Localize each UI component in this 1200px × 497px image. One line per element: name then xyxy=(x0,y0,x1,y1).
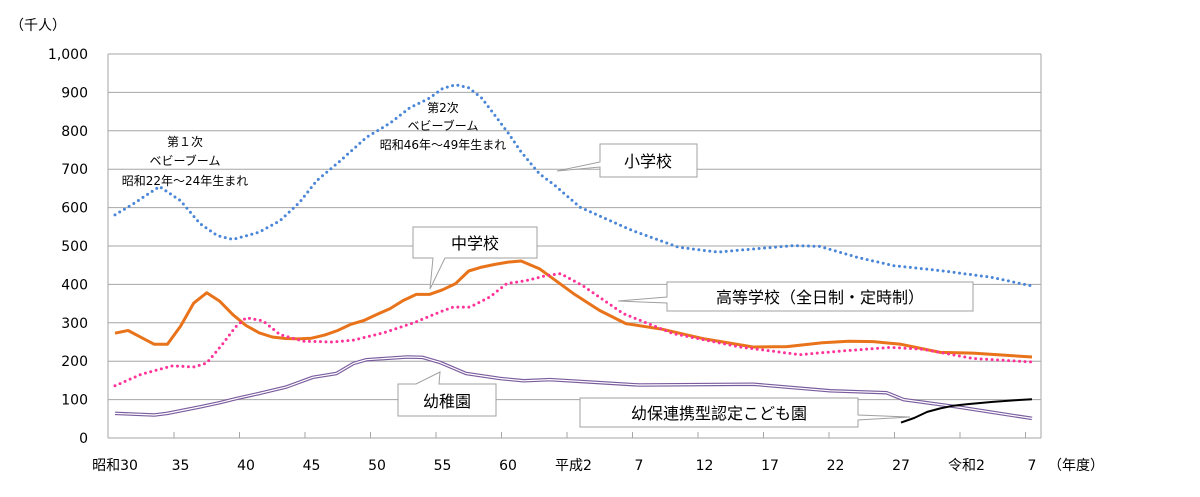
annotation-second-baby-boom: 第2次 ベビーブーム 昭和46年～49年生まれ xyxy=(380,101,507,152)
x-tick-label: 35 xyxy=(172,458,190,474)
series-幼保連携型認定こども園 xyxy=(900,398,1033,424)
x-tick-label: 7 xyxy=(1028,458,1037,474)
y-tick-label: 900 xyxy=(61,85,88,101)
svg-text:ベビーブーム: ベビーブーム xyxy=(150,153,221,168)
svg-text:幼保連携型認定こども園: 幼保連携型認定こども園 xyxy=(631,404,807,423)
callout-high-school: 高等学校（全日制・定時制） xyxy=(617,281,974,312)
y-tick-label: 1,000 xyxy=(48,47,88,63)
x-tick-label: 50 xyxy=(368,458,386,474)
callout-kindergarten: 幼稚園 xyxy=(397,371,497,417)
x-tick-labels: 昭和30 35 40 45 50 55 60 平成2 7 12 17 22 27 令和2 7 xyxy=(92,458,1036,474)
svg-text:ベビーブーム: ベビーブーム xyxy=(408,118,479,133)
svg-text:高等学校（全日制・定時制）: 高等学校（全日制・定時制） xyxy=(716,288,924,307)
y-tick-label: 400 xyxy=(61,277,88,293)
svg-text:第１次: 第１次 xyxy=(167,135,203,149)
svg-text:第2次: 第2次 xyxy=(427,101,459,115)
svg-text:昭和22年～24年生まれ: 昭和22年～24年生まれ xyxy=(122,174,249,188)
callout-elementary: 小学校 xyxy=(556,143,698,178)
series-line-inner xyxy=(114,356,1033,419)
callout-certified-kodomoen: 幼保連携型認定こども園 xyxy=(579,397,911,428)
y-tick-label: 100 xyxy=(61,393,88,409)
y-axis-unit-label: （千人） xyxy=(10,18,66,34)
y-tick-label: 700 xyxy=(61,162,88,178)
x-tick-label: 平成2 xyxy=(555,458,592,474)
series-中学校 xyxy=(114,259,1033,359)
series-line xyxy=(114,259,1033,359)
gridlines xyxy=(107,53,1042,439)
x-tick-label: 40 xyxy=(237,458,255,474)
series-幼稚園 xyxy=(114,355,1033,421)
svg-text:昭和46年～49年生まれ: 昭和46年～49年生まれ xyxy=(380,138,507,152)
x-tick-label: 17 xyxy=(761,458,779,474)
series-line xyxy=(900,398,1033,424)
y-tick-label: 200 xyxy=(61,354,88,370)
x-tick-label: 55 xyxy=(434,458,452,474)
annotation-first-baby-boom: 第１次 ベビーブーム 昭和22年～24年生まれ xyxy=(122,135,249,188)
y-tick-label: 800 xyxy=(61,124,88,140)
x-tick-label: 45 xyxy=(303,458,321,474)
callout-junior-high: 中学校 xyxy=(412,226,538,290)
x-tick-label: 22 xyxy=(827,458,845,474)
x-tick-label: 令和2 xyxy=(948,458,985,474)
x-tick-label: 昭和30 xyxy=(92,458,138,474)
x-tick-label: 27 xyxy=(892,458,910,474)
x-tick-label: 7 xyxy=(635,458,644,474)
x-tick-label: 60 xyxy=(499,458,517,474)
svg-text:小学校: 小学校 xyxy=(624,152,672,171)
series-小学校 xyxy=(113,83,1034,288)
y-tick-labels: 0 100 200 300 400 500 600 700 800 900 1,000 xyxy=(48,47,88,447)
series-lines xyxy=(113,83,1034,424)
y-tick-label: 600 xyxy=(61,201,88,217)
x-tick-label: 12 xyxy=(696,458,714,474)
svg-text:中学校: 中学校 xyxy=(451,234,499,253)
series-line xyxy=(114,355,1033,421)
y-tick-label: 300 xyxy=(61,316,88,332)
series-line xyxy=(113,83,1034,288)
svg-text:幼稚園: 幼稚園 xyxy=(423,392,471,411)
x-axis-unit-label: （年度） xyxy=(1048,458,1104,474)
series-高等学校（全日制・定時制） xyxy=(113,272,1034,388)
y-tick-label: 0 xyxy=(79,431,88,447)
y-tick-label: 500 xyxy=(61,239,88,255)
series-line xyxy=(113,272,1034,388)
